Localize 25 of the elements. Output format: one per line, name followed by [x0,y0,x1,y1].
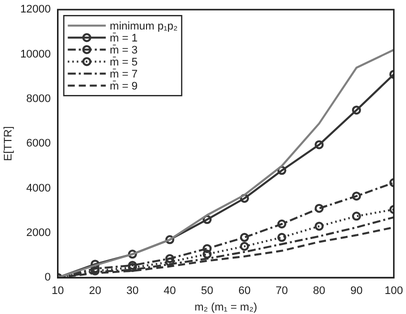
legend-label: m̄ = 5 [110,56,138,69]
x-tick-label: 60 [238,285,251,298]
legend-label: m̄ = 1 [110,32,138,45]
y-tick-label: 2000 [26,226,51,239]
x-tick-label: 90 [350,285,363,298]
legend-label: minimum p₁p₂ [110,20,178,33]
x-axis-title: m₂ (m₁ = m₂) [194,301,258,314]
y-axis-title: E[TTR] [2,126,15,162]
x-tick-label: 10 [52,285,64,298]
x-tick-label: 100 [384,285,404,298]
y-tick-label: 12000 [20,4,51,16]
y-tick-label: 8000 [26,92,51,105]
x-tick-label: 70 [276,285,288,298]
x-tick-label: 40 [164,285,176,298]
x-tick-label: 30 [126,285,139,298]
x-tick-label: 20 [89,285,102,298]
legend-label: m̄ = 9 [110,80,138,93]
y-tick-label: 0 [44,272,51,284]
x-tick-label: 80 [313,285,326,298]
x-tick-label: 50 [201,285,214,298]
legend-label: m̄ = 7 [110,68,138,81]
legend-label: m̄ = 3 [110,44,138,57]
y-tick-label: 10000 [20,48,51,60]
y-tick-label: 4000 [26,182,51,194]
y-tick-label: 6000 [26,138,51,150]
